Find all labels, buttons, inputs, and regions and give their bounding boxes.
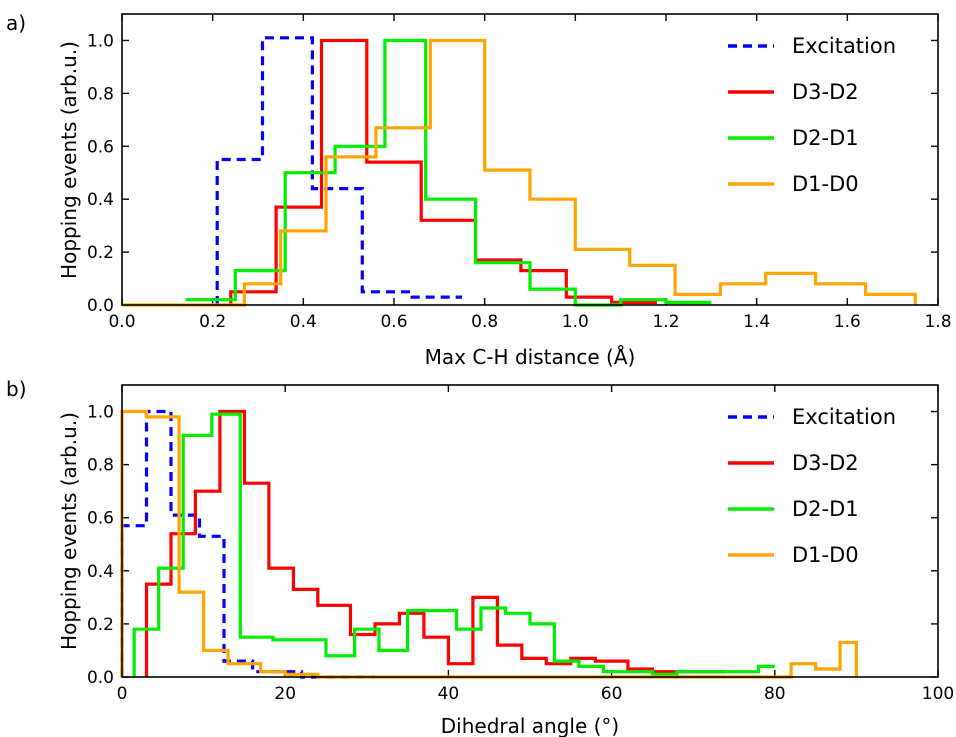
- y-tick-label: 0.8: [87, 456, 114, 476]
- x-tick-label: 40: [438, 684, 460, 704]
- x-tick-label: 1.2: [652, 312, 679, 332]
- legend-label: Excitation: [792, 34, 896, 58]
- x-tick-label: 20: [274, 684, 296, 704]
- x-tick-label: 0.6: [380, 312, 407, 332]
- panel-b-label: b): [6, 377, 27, 401]
- series-line-d3-d2: [229, 38, 657, 305]
- x-tick-label: 80: [764, 684, 786, 704]
- x-tick-label: 60: [601, 684, 623, 704]
- legend-label: D3-D2: [792, 80, 859, 104]
- panel-b-ylabel: Hopping events (arb.u.): [57, 412, 81, 650]
- panel-a: a) 0.0 0.2 0.4 0.6 0.8 1.0 1.2 1.4 1.6 1.8 0.0 0.2 0…: [6, 11, 952, 369]
- panel-a-xlabel: Max C-H distance (Å): [425, 345, 636, 369]
- legend-label: D2-D1: [792, 126, 859, 150]
- x-tick-label: 1.0: [562, 312, 589, 332]
- x-tick-label: 0: [117, 684, 128, 704]
- x-tick-label: 0.2: [199, 312, 226, 332]
- series-line-d1-d0: [122, 38, 917, 307]
- y-tick-label: 0.0: [87, 668, 114, 688]
- panel-b-ticks: 0 20 40 60 80 100 0.0 0.2 0.4 0.6 0.8 1.0: [87, 385, 954, 704]
- legend-label: Excitation: [792, 405, 896, 429]
- y-tick-label: 0.4: [87, 562, 114, 582]
- series-line-excitation: [215, 36, 462, 305]
- legend-label: D3-D2: [792, 451, 859, 475]
- panel-a-ylabel: Hopping events (arb.u.): [57, 41, 81, 279]
- x-tick-label: 0.8: [471, 312, 498, 332]
- x-tick-label: 100: [922, 684, 954, 704]
- panel-a-frame: [121, 13, 939, 306]
- series-line-d3-d2: [144, 409, 726, 677]
- y-tick-label: 0.6: [87, 509, 114, 529]
- y-tick-label: 0.2: [87, 615, 114, 635]
- y-tick-label: 0.0: [87, 296, 114, 316]
- panel-b-series: [120, 409, 859, 679]
- y-tick-label: 0.2: [87, 243, 114, 263]
- x-tick-label: 1.4: [743, 312, 770, 332]
- series-line-d2-d1: [132, 412, 775, 677]
- x-tick-label: 0.4: [290, 312, 317, 332]
- legend-label: D1-D0: [792, 543, 859, 567]
- y-tick-label: 0.6: [87, 137, 114, 157]
- y-tick-label: 0.4: [87, 190, 114, 210]
- y-tick-label: 1.0: [87, 403, 114, 423]
- panel-a-legend: Excitation D3-D2 D2-D1 D1-D0: [728, 34, 896, 196]
- panel-a-series: [122, 36, 917, 307]
- x-tick-label: 1.8: [924, 312, 951, 332]
- legend-label: D1-D0: [792, 172, 859, 196]
- panel-b-legend: Excitation D3-D2 D2-D1 D1-D0: [728, 405, 896, 567]
- panel-b: b) 0 20 40 60 80 100 0.0 0.2 0.4 0.6 0.8 1.0 Dihedr…: [6, 377, 954, 737]
- legend-label: D2-D1: [792, 497, 859, 521]
- panel-a-label: a): [6, 11, 26, 35]
- series-line-d2-d1: [185, 38, 712, 307]
- x-tick-label: 0.0: [108, 312, 135, 332]
- panel-b-xlabel: Dihedral angle (°): [441, 714, 619, 737]
- y-tick-label: 1.0: [87, 31, 114, 51]
- series-line-d1-d0: [120, 409, 859, 679]
- x-tick-label: 1.6: [834, 312, 861, 332]
- y-tick-label: 0.8: [87, 84, 114, 104]
- panel-b-frame: [121, 384, 939, 678]
